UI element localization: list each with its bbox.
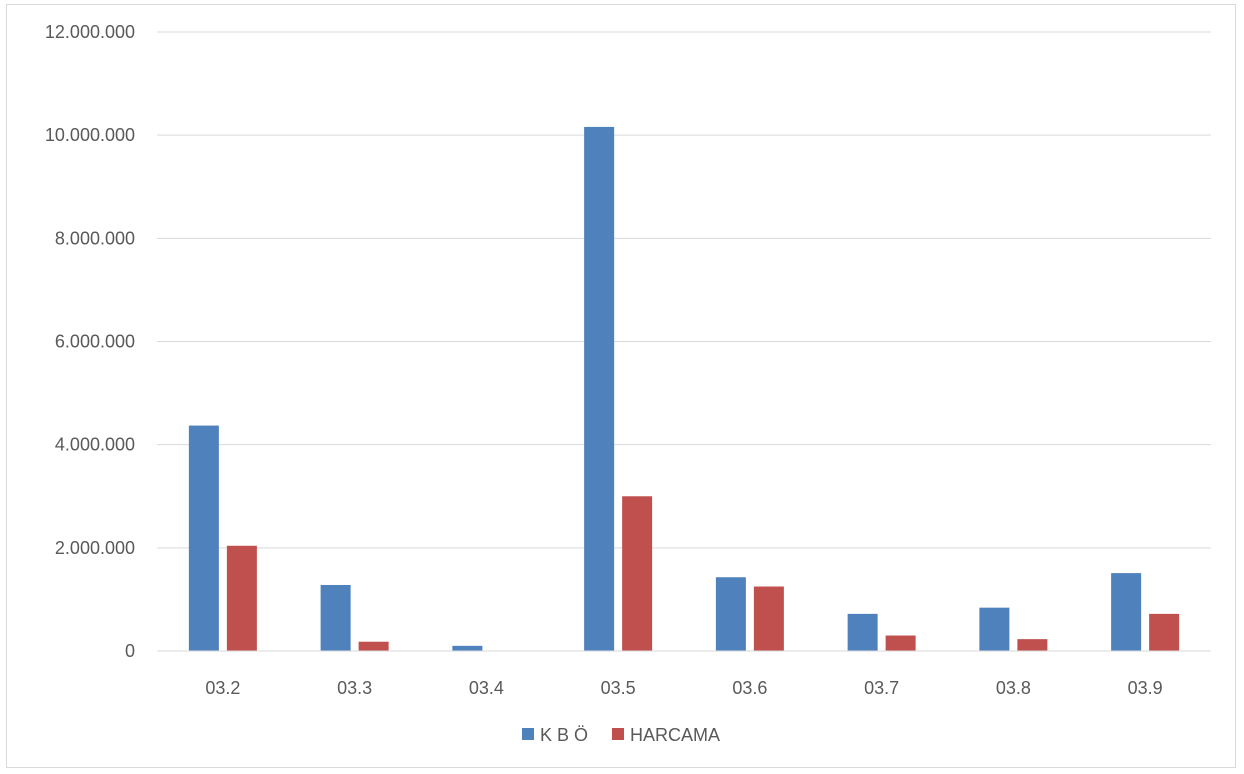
bar-kbo-03-8: [979, 607, 1010, 651]
y-tick-label: 10.000.000: [45, 125, 135, 145]
y-tick-label: 8.000.000: [55, 228, 135, 248]
x-tick-label: 03.4: [469, 678, 504, 698]
legend-label: K B Ö: [540, 725, 588, 745]
bar-kbo-03-5: [584, 126, 615, 651]
bar-kbo-03-2: [188, 425, 219, 651]
x-tick-label: 03.5: [601, 678, 636, 698]
bar-kbo-03-9: [1111, 573, 1142, 651]
bar-harcama-03-8: [1017, 639, 1048, 651]
bar-harcama-03-9: [1149, 613, 1180, 651]
x-tick-label: 03.9: [1128, 678, 1163, 698]
legend: K B Ö HARCAMA: [522, 725, 720, 745]
x-tick-label: 03.2: [205, 678, 240, 698]
bars: [188, 126, 1180, 651]
bar-harcama-03-5: [622, 496, 653, 651]
gridlines: [157, 31, 1211, 549]
bar-kbo-03-6: [715, 577, 746, 651]
bar-harcama-03-7: [885, 635, 916, 651]
x-tick-label: 03.7: [864, 678, 899, 698]
legend-swatch: [522, 728, 534, 740]
bar-harcama-03-2: [226, 545, 257, 651]
y-tick-label: 6.000.000: [55, 332, 135, 352]
x-axis-tick-labels: 03.2 03.3 03.4 03.5 03.6 03.7 03.8 03.9: [205, 678, 1162, 698]
y-axis-tick-labels: 0 2.000.000 4.000.000 6.000.000 8.000.000 10.…: [45, 22, 135, 661]
legend-swatch: [612, 728, 624, 740]
y-tick-label: 2.000.000: [55, 538, 135, 558]
bar-kbo-03-7: [847, 613, 878, 651]
bar-kbo-03-3: [320, 584, 351, 651]
y-tick-label: 0: [125, 641, 135, 661]
x-tick-label: 03.8: [996, 678, 1031, 698]
x-tick-label: 03.6: [732, 678, 767, 698]
bar-kbo-03-4: [452, 645, 483, 651]
bar-harcama-03-6: [753, 586, 784, 651]
legend-label: HARCAMA: [630, 725, 720, 745]
y-tick-label: 4.000.000: [55, 435, 135, 455]
y-tick-label: 12.000.000: [45, 22, 135, 42]
x-tick-label: 03.3: [337, 678, 372, 698]
bar-harcama-03-3: [358, 641, 389, 651]
